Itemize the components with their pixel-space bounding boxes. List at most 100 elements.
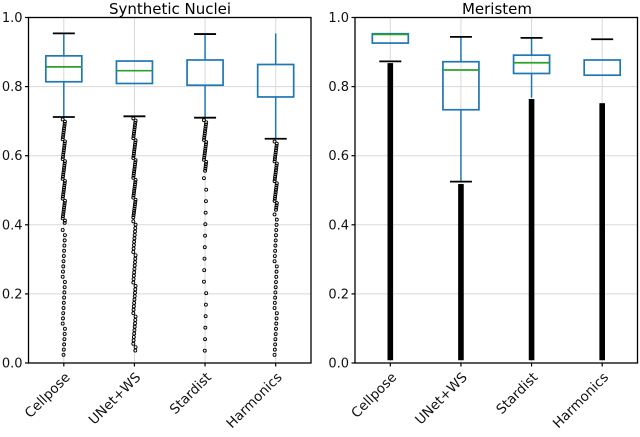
outlier-point	[62, 233, 67, 238]
outlier-point	[131, 193, 136, 198]
outlier-point	[203, 210, 208, 215]
outlier-point	[274, 168, 278, 173]
outlier-point	[61, 209, 66, 214]
outlier-point	[61, 135, 65, 139]
box-stardist	[512, 36, 551, 361]
outlier-point	[203, 126, 208, 131]
outlier-point	[61, 187, 66, 192]
outlier-point	[274, 183, 279, 188]
outlier-point	[62, 337, 67, 342]
outlier-point	[132, 127, 137, 132]
iqr-box	[115, 60, 154, 85]
outlier-point	[203, 199, 208, 204]
outlier-point	[62, 159, 67, 164]
outlier-point	[132, 208, 137, 213]
outlier-point	[133, 160, 138, 165]
outlier-point	[131, 280, 136, 285]
outlier-point	[132, 145, 137, 149]
outlier-point	[133, 256, 138, 261]
outlier-point	[60, 137, 65, 142]
outlier-point	[133, 348, 138, 353]
outlier-point	[272, 300, 277, 305]
outlier-point	[61, 148, 66, 153]
outlier-point	[131, 338, 136, 343]
outlier-point	[62, 163, 67, 168]
outlier-point	[203, 168, 208, 173]
outlier-point	[131, 307, 136, 312]
outlier-point	[131, 219, 136, 224]
y-tick-label: 0.6	[2, 149, 23, 164]
y-tick-label: 0.6	[328, 149, 349, 164]
x-tick-label-harmonics: Harmonics	[223, 370, 285, 432]
outlier-point	[273, 194, 278, 199]
outlier-point	[62, 126, 67, 131]
outlier-point	[273, 285, 278, 290]
outlier-point	[132, 125, 137, 130]
outlier-point	[202, 348, 207, 353]
outlier-point	[131, 151, 136, 156]
outlier-point	[274, 280, 278, 284]
outlier-point	[61, 190, 66, 194]
outlier-point	[274, 264, 279, 269]
outlier-point	[62, 183, 67, 188]
outlier-point	[62, 198, 67, 203]
outlier-point	[272, 352, 277, 357]
outlier-point	[131, 175, 136, 180]
panel-meristem: 0.0 0.2 0.4 0.6 0.8 1.0 Cellpose UNet+WS Stardis…	[328, 11, 639, 432]
outlier-point	[272, 347, 277, 352]
outlier-point	[274, 181, 279, 186]
outlier-point	[133, 226, 138, 231]
outlier-point	[203, 144, 208, 149]
outlier-point	[61, 170, 66, 175]
outlier-point	[61, 214, 65, 219]
outlier-point	[62, 121, 67, 126]
outlier-point	[61, 168, 66, 172]
outlier-point	[133, 229, 137, 234]
outlier-point	[274, 163, 279, 168]
y-tick-label: 0.0	[328, 357, 349, 372]
outlier-point	[62, 139, 67, 144]
outlier-point	[274, 207, 278, 212]
iqr-box	[186, 59, 224, 87]
outlier-point	[274, 326, 278, 331]
outlier-point	[131, 277, 136, 282]
outlier-point	[202, 131, 207, 136]
outlier-point	[273, 152, 278, 157]
outlier-point	[62, 243, 67, 248]
outlier-point	[273, 238, 278, 243]
outlier-point	[131, 195, 136, 200]
outlier-point	[203, 166, 208, 171]
outlier-point	[203, 325, 208, 330]
outlier-point	[61, 311, 66, 316]
outlier-point	[131, 213, 136, 218]
outlier-point	[274, 165, 279, 170]
outlier-point	[272, 198, 277, 203]
outlier-point	[131, 215, 136, 220]
outlier-point	[133, 118, 138, 123]
x-tick-label-harmonics: Harmonics	[550, 370, 612, 432]
outlier-point	[204, 159, 209, 164]
y-tick-label: 0.2	[328, 287, 349, 302]
outlier-point	[131, 341, 136, 346]
x-tick-label-cellpose: Cellpose	[348, 370, 400, 422]
y-tick-label: 0.8	[328, 80, 349, 95]
outlier-point	[272, 176, 277, 181]
outlier-point	[274, 148, 278, 153]
outlier-point	[274, 143, 279, 148]
outlier-point	[61, 212, 66, 216]
outlier-point	[61, 347, 66, 352]
outlier-point	[272, 254, 277, 258]
outlier-point	[202, 256, 207, 261]
outlier-point	[132, 149, 137, 154]
outlier-point	[133, 314, 138, 319]
outlier-point	[132, 147, 137, 152]
outlier-point	[60, 321, 65, 326]
outlier-point	[62, 203, 67, 208]
outlier-point	[202, 268, 207, 273]
iqr-box	[442, 60, 480, 111]
outlier-point	[272, 159, 277, 164]
outlier-point	[61, 207, 66, 212]
outlier-point	[62, 161, 67, 166]
outlier-point	[274, 185, 279, 190]
outlier-point	[62, 295, 67, 300]
